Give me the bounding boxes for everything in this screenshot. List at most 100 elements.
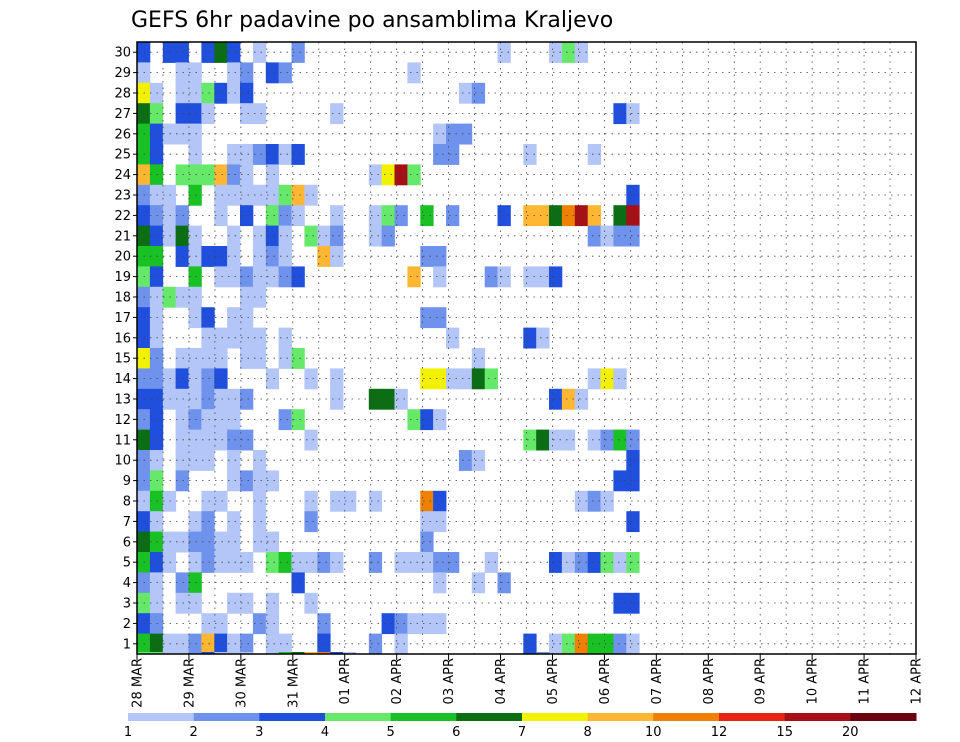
heatmap-cell — [201, 103, 215, 125]
heatmap-cell — [175, 368, 189, 390]
heatmap-cell — [587, 552, 601, 573]
heatmap-cell — [214, 246, 228, 267]
heatmap-cell — [394, 613, 408, 635]
heatmap-cell — [407, 409, 421, 431]
heatmap-cell — [240, 348, 254, 369]
chart-title: GEFS 6hr padavine po ansamblima Kraljevo — [131, 8, 613, 33]
heatmap-cell — [304, 552, 318, 573]
heatmap-cell — [394, 164, 408, 186]
heatmap-cell — [240, 266, 254, 288]
heatmap-cell — [214, 531, 228, 553]
heatmap-cell — [278, 633, 292, 655]
colorbar-label: 5 — [387, 725, 395, 740]
heatmap-cell — [278, 409, 292, 431]
heatmap-cell — [188, 348, 202, 369]
heatmap-cell — [291, 144, 305, 165]
heatmap-cell — [381, 613, 395, 635]
heatmap-cell — [188, 62, 202, 84]
x-axis: 28 MAR 29 MAR 30 MAR 31 MAR 01 APR 02 APR 03 A… — [131, 654, 925, 708]
heatmap-cell — [626, 429, 640, 451]
heatmap-cell — [587, 144, 601, 165]
heatmap-cell — [549, 42, 563, 63]
heatmap-cell — [265, 470, 280, 492]
heatmap-cell — [188, 82, 202, 104]
heatmap-cell — [227, 470, 241, 492]
heatmap-cell — [433, 613, 447, 635]
heatmap-cell — [265, 144, 280, 165]
heatmap-cell — [240, 184, 254, 206]
heatmap-cell — [613, 552, 627, 573]
heatmap-cell — [240, 327, 254, 349]
heatmap-cell — [265, 205, 280, 227]
heatmap-cell — [201, 613, 215, 635]
heatmap-cell — [471, 348, 486, 369]
heatmap-cell — [278, 144, 292, 165]
colorbar-swatch — [259, 713, 326, 721]
heatmap-cell — [227, 307, 241, 329]
heatmap-cell — [175, 82, 189, 104]
heatmap-cell — [201, 429, 215, 451]
heatmap-cell — [201, 450, 215, 471]
heatmap-cell — [252, 470, 267, 492]
heatmap-cell — [446, 144, 460, 165]
heatmap-cell — [201, 327, 215, 349]
heatmap-cell — [420, 511, 434, 533]
y-tick-label: 21 — [114, 229, 131, 244]
heatmap-cell — [407, 552, 421, 573]
heatmap-cell — [214, 82, 228, 104]
x-tick-label: 05 APR — [546, 658, 561, 704]
heatmap-cell — [600, 225, 614, 247]
heatmap-cell — [536, 327, 550, 349]
heatmap-cell — [214, 348, 228, 369]
heatmap-cell — [587, 429, 601, 451]
heatmap-cell — [201, 511, 215, 533]
y-tick-label: 13 — [114, 393, 131, 408]
heatmap-cell — [240, 205, 254, 227]
heatmap-cell — [240, 82, 254, 104]
heatmap-cell — [265, 552, 280, 573]
heatmap-cell — [317, 246, 331, 267]
heatmap-cell — [433, 490, 447, 512]
colorbar-swatch — [522, 713, 589, 721]
heatmap-cell — [420, 531, 434, 553]
heatmap-cell — [188, 572, 202, 594]
heatmap-cell — [536, 429, 550, 451]
heatmap-cell — [188, 368, 202, 390]
heatmap-cell — [626, 225, 640, 247]
colorbar-label: 4 — [321, 725, 329, 740]
heatmap-cell — [252, 511, 267, 533]
heatmap-cell — [330, 246, 344, 267]
y-tick-label: 1 — [123, 637, 131, 652]
heatmap-cell — [523, 266, 537, 288]
y-tick-label: 26 — [114, 127, 131, 142]
heatmap-cell — [214, 164, 228, 186]
heatmap-cell — [252, 286, 267, 308]
heatmap-cell — [394, 633, 408, 655]
heatmap-cell — [175, 205, 189, 227]
heatmap-cell — [252, 266, 267, 288]
heatmap-cell — [561, 205, 576, 227]
heatmap-cell — [497, 266, 511, 288]
heatmap-cell — [291, 205, 305, 227]
colorbar-label: 2 — [190, 725, 198, 740]
heatmap-cell — [458, 450, 473, 471]
heatmap-cell — [201, 82, 215, 104]
x-tick-label: 01 APR — [338, 658, 353, 704]
heatmap-cell — [227, 225, 241, 247]
heatmap-cell — [587, 490, 601, 512]
y-tick-label: 7 — [123, 515, 131, 530]
y-axis: 1234567891011121314151617181920212223242… — [114, 46, 137, 652]
heatmap-cell — [240, 286, 254, 308]
heatmap-cell — [574, 490, 589, 512]
heatmap-cell — [433, 123, 447, 145]
heatmap-cell — [433, 246, 447, 267]
heatmap-cell — [458, 123, 473, 145]
heatmap-cell — [600, 490, 614, 512]
heatmap-cell — [458, 82, 473, 104]
heatmap-cell — [291, 652, 305, 654]
x-tick-label: 28 MAR — [131, 658, 146, 708]
heatmap-cell — [523, 327, 537, 349]
heatmap-cell — [278, 205, 292, 227]
heatmap-cell — [497, 42, 511, 63]
y-tick-label: 29 — [114, 66, 131, 81]
